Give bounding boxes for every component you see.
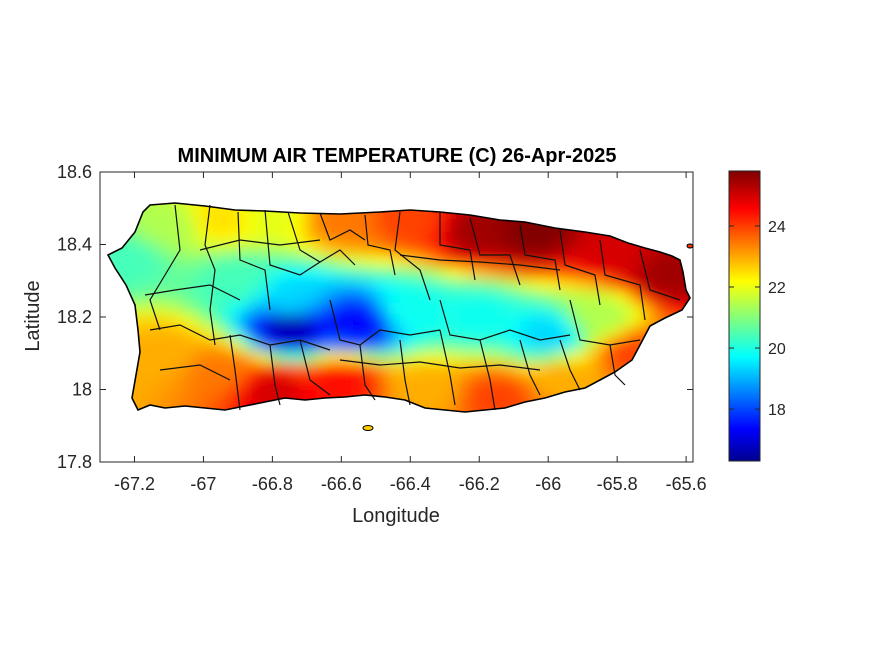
x-tick-label: -66 (535, 474, 561, 494)
colorbar-ticks: 18 20 22 24 (729, 219, 786, 419)
x-axis: -67.2 -67 -66.8 -66.6 -66.4 -66.2 -66 -65.8 -65.… (114, 172, 707, 494)
x-axis-label: Longitude (352, 505, 440, 527)
x-tick-label: -66.4 (390, 474, 431, 494)
colorbar: 18 20 22 24 (728, 170, 786, 462)
municipality-boundaries (144, 204, 681, 411)
y-tick-label: 17.8 (57, 452, 92, 472)
chart-title: MINIMUM AIR TEMPERATURE (C) 26-Apr-2025 (178, 145, 617, 167)
x-tick-label: -66.6 (321, 474, 362, 494)
y-tick-label: 18.4 (57, 235, 92, 255)
y-tick-label: 18.2 (57, 307, 92, 327)
colorbar-tick-label: 22 (768, 280, 786, 297)
y-tick-label: 18.6 (57, 162, 92, 182)
island-caja-de-muertos (362, 425, 374, 431)
x-tick-label: -65.8 (597, 474, 638, 494)
island-outline (106, 202, 691, 413)
colorbar-gradient (728, 170, 761, 462)
y-tick-label: 18 (72, 380, 92, 400)
colorbar-tick-label: 24 (768, 219, 786, 236)
y-axis-label: Latitude (22, 280, 44, 351)
x-tick-label: -65.6 (666, 474, 707, 494)
x-tick-label: -67 (190, 474, 216, 494)
x-tick-label: -67.2 (114, 474, 155, 494)
x-tick-label: -66.8 (252, 474, 293, 494)
y-axis: 18.6 18.4 18.2 18 17.8 (57, 162, 693, 472)
colorbar-tick-label: 20 (768, 341, 786, 358)
x-tick-label: -66.2 (459, 474, 500, 494)
colorbar-tick-label: 18 (768, 402, 786, 419)
